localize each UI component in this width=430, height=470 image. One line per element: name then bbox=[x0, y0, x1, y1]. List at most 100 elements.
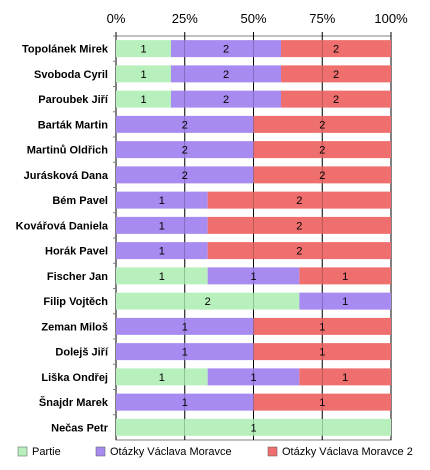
data-label: 1 bbox=[159, 195, 165, 207]
bar-segment bbox=[116, 90, 171, 108]
bar-segment bbox=[207, 242, 391, 260]
data-label: 1 bbox=[342, 296, 348, 308]
data-label: 2 bbox=[333, 94, 339, 106]
x-tick-label: 0% bbox=[107, 11, 126, 26]
category-label: Jurásková Dana bbox=[24, 170, 109, 182]
bar-segment bbox=[253, 393, 391, 411]
category-label: Topolánek Mirek bbox=[22, 44, 109, 56]
data-label: 2 bbox=[333, 44, 339, 56]
category-label: Zeman Miloš bbox=[41, 321, 108, 333]
data-label: 2 bbox=[223, 94, 229, 106]
x-tick-label: 50% bbox=[240, 11, 266, 26]
x-tick-label: 25% bbox=[172, 11, 198, 26]
bar-segment bbox=[171, 90, 281, 108]
data-label: 2 bbox=[205, 296, 211, 308]
category-label: Liška Ondřej bbox=[41, 372, 108, 384]
bar-segment bbox=[253, 141, 391, 159]
bar-segment bbox=[116, 40, 171, 58]
data-label: 1 bbox=[182, 321, 188, 333]
bar-segment bbox=[116, 317, 254, 335]
category-label: Kovářová Daniela bbox=[16, 220, 109, 232]
data-label: 2 bbox=[223, 44, 229, 56]
data-label: 1 bbox=[182, 347, 188, 359]
data-label: 1 bbox=[342, 271, 348, 283]
data-label: 2 bbox=[319, 170, 325, 182]
bar-segment bbox=[253, 166, 391, 184]
category-label: Martinů Oldřich bbox=[27, 145, 109, 157]
bar-segment bbox=[116, 65, 171, 83]
category-label: Horák Pavel bbox=[45, 246, 108, 258]
data-label: 1 bbox=[140, 69, 146, 81]
bar-segment bbox=[116, 343, 254, 361]
data-label: 2 bbox=[296, 220, 302, 232]
data-label: 1 bbox=[342, 372, 348, 384]
bar-segment bbox=[253, 343, 391, 361]
bar-segment bbox=[207, 368, 300, 386]
bar-segment bbox=[207, 216, 391, 234]
category-label: Paroubek Jiří bbox=[38, 94, 109, 106]
bar-segment bbox=[116, 393, 254, 411]
legend-label: Otázky Václava Moravce bbox=[110, 446, 232, 458]
data-label: 2 bbox=[182, 119, 188, 131]
bar-segment bbox=[116, 267, 208, 285]
legend-swatch bbox=[95, 446, 106, 457]
category-label: Nečas Petr bbox=[51, 422, 109, 434]
data-label: 1 bbox=[250, 372, 256, 384]
bar-segment bbox=[116, 115, 254, 133]
data-label: 1 bbox=[140, 44, 146, 56]
bar-segment bbox=[116, 242, 208, 260]
bar-segment bbox=[116, 166, 254, 184]
data-label: 2 bbox=[296, 246, 302, 258]
bar-segment bbox=[281, 65, 391, 83]
data-label: 1 bbox=[250, 422, 256, 434]
category-label: Fischer Jan bbox=[47, 271, 108, 283]
bar-segment bbox=[299, 292, 391, 310]
bar-segment bbox=[281, 40, 391, 58]
bar-segment bbox=[116, 191, 208, 209]
bar-segment bbox=[171, 40, 281, 58]
x-tick-label: 75% bbox=[309, 11, 335, 26]
data-label: 2 bbox=[296, 195, 302, 207]
category-label: Dolejš Jiří bbox=[55, 347, 109, 359]
data-label: 1 bbox=[140, 94, 146, 106]
legend-swatch bbox=[267, 446, 278, 457]
bar-segment bbox=[207, 267, 300, 285]
data-label: 1 bbox=[182, 397, 188, 409]
category-label: Svoboda Cyril bbox=[34, 69, 108, 81]
data-label: 2 bbox=[182, 170, 188, 182]
bar-segment bbox=[171, 65, 281, 83]
data-label: 1 bbox=[319, 397, 325, 409]
bar-segment bbox=[253, 317, 391, 335]
bar-segment bbox=[116, 292, 300, 310]
category-label: Barták Martin bbox=[38, 119, 109, 131]
category-label: Bém Pavel bbox=[52, 195, 108, 207]
bar-segment bbox=[116, 418, 391, 436]
bar-segment bbox=[253, 115, 391, 133]
bar-segment bbox=[207, 191, 391, 209]
data-label: 1 bbox=[319, 347, 325, 359]
legend-label: Otázky Václava Moravce 2 bbox=[282, 446, 413, 458]
category-label: Šnajdr Marek bbox=[39, 396, 109, 409]
bar-segment bbox=[116, 141, 254, 159]
bar-segment bbox=[116, 368, 208, 386]
data-label: 1 bbox=[250, 271, 256, 283]
legend-swatch bbox=[17, 446, 28, 457]
legend-label: Partie bbox=[32, 446, 61, 458]
x-tick-label: 100% bbox=[374, 11, 408, 26]
bar-segment bbox=[281, 90, 391, 108]
data-label: 2 bbox=[333, 69, 339, 81]
data-label: 1 bbox=[159, 246, 165, 258]
data-label: 2 bbox=[319, 145, 325, 157]
data-label: 1 bbox=[159, 271, 165, 283]
data-label: 2 bbox=[223, 69, 229, 81]
data-label: 1 bbox=[159, 220, 165, 232]
data-label: 2 bbox=[319, 119, 325, 131]
data-label: 2 bbox=[182, 145, 188, 157]
bar-segment bbox=[299, 267, 391, 285]
category-label: Filip Vojtěch bbox=[43, 296, 108, 308]
bar-segment bbox=[299, 368, 391, 386]
data-label: 1 bbox=[159, 372, 165, 384]
data-label: 1 bbox=[319, 321, 325, 333]
bar-segment bbox=[116, 216, 208, 234]
